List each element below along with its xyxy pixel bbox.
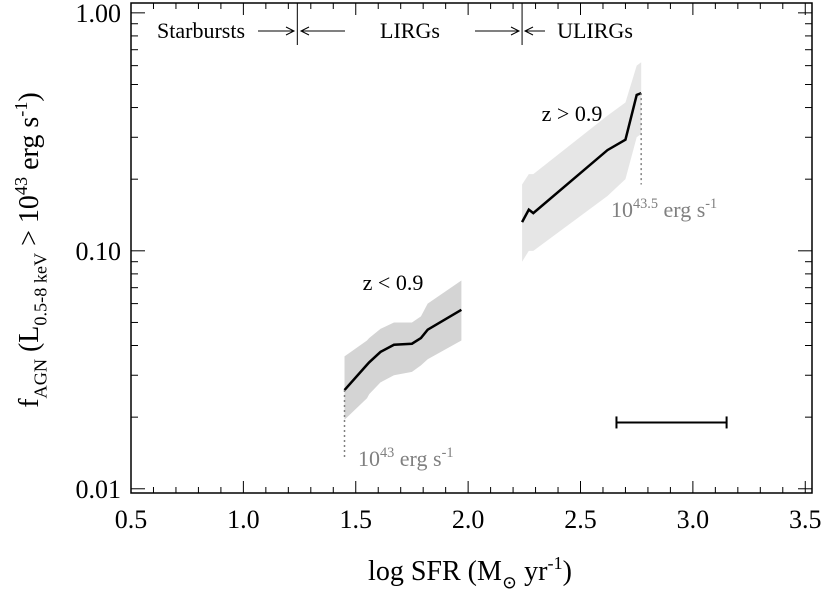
- threshold-label-part: 43.5: [633, 196, 658, 212]
- y-axis-label-part: 0.5-8 keV: [30, 253, 50, 326]
- plot-frame: [130, 2, 813, 494]
- y-axis-label-part: (L: [14, 326, 45, 359]
- threshold-label: 1043.5​ erg s-1​: [611, 196, 717, 222]
- region-label: Starbursts: [157, 18, 245, 43]
- x-axis-label: log SFR (M⊙​ yr-1​): [368, 553, 572, 593]
- x-axis-label-part: -1: [547, 553, 562, 573]
- x-tick-label: 3.5: [789, 505, 822, 534]
- region-label: LIRGs: [380, 18, 440, 43]
- y-tick-label: 1.00: [76, 0, 122, 28]
- threshold-label-part: erg s: [658, 197, 705, 222]
- y-axis-label-part: AGN: [30, 359, 50, 398]
- y-axis-label: fAGN​ (L0.5-8 keV​ > 1043​ erg s-1​): [11, 92, 51, 408]
- series-annotation: z < 0.9: [363, 270, 424, 295]
- y-tick-label: 0.10: [76, 237, 122, 266]
- series-annotation: z > 0.9: [542, 101, 603, 126]
- x-tick-label: 2.5: [564, 505, 597, 534]
- x-tick-label: 3.0: [677, 505, 710, 534]
- line: [343, 308, 463, 391]
- y-axis-label-part: f: [14, 398, 45, 408]
- region-label: ULIRGs: [557, 18, 633, 43]
- x-axis-label-part: ⊙: [502, 572, 517, 592]
- line: [520, 91, 642, 223]
- y-tick-label: 0.01: [76, 475, 122, 504]
- x-axis-label-part: ): [563, 556, 572, 587]
- y-axis-label-part: ): [14, 92, 45, 101]
- threshold-label-part: -1: [442, 445, 454, 461]
- threshold-label-part: -1: [705, 196, 717, 212]
- threshold-label-part: 10: [358, 446, 380, 471]
- x-axis-label-part: log SFR (M: [368, 556, 502, 587]
- threshold-label-part: erg s: [394, 446, 441, 471]
- threshold-label-part: 43: [380, 445, 394, 461]
- x-tick-label: 0.5: [115, 505, 148, 534]
- y-axis-label-part: > 10: [14, 195, 45, 253]
- confidence-band: [344, 280, 462, 420]
- x-axis-label-part: yr: [517, 556, 548, 587]
- x-tick-label: 1.5: [340, 505, 373, 534]
- x-tick-label: 2.0: [452, 505, 485, 534]
- threshold-label: 1043​ erg s-1​: [358, 445, 453, 471]
- confidence-band: [522, 62, 642, 262]
- region-arrows: [258, 26, 545, 36]
- y-axis-label-part: 43: [11, 177, 31, 195]
- y-axis-label-part: -1: [11, 102, 31, 117]
- threshold-label-part: 10: [611, 197, 633, 222]
- y-axis-label-part: erg s: [14, 117, 45, 177]
- x-tick-label: 1.0: [227, 505, 260, 534]
